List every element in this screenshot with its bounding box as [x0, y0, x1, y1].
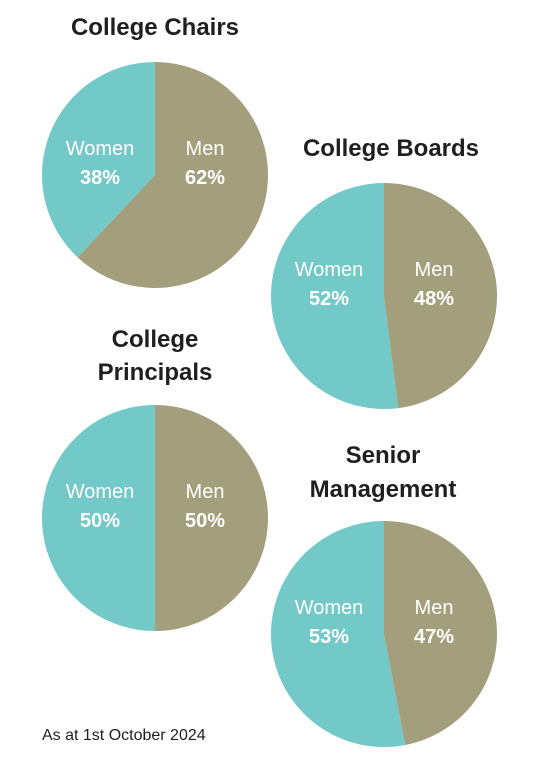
slice-label-men: Men [415, 259, 454, 281]
pie-chart-4: Senior Management Women 53% Men 47% [271, 442, 498, 748]
pie-slice-women [42, 62, 155, 258]
chart-title: College [112, 326, 199, 353]
slice-value-women: 52% [309, 288, 349, 310]
pie-slice-men [384, 183, 498, 409]
slice-label-women: Women [295, 259, 364, 281]
slice-value-men: 48% [414, 288, 454, 310]
pie-chart-2: College Boards Women 52% Men 48% [271, 135, 498, 409]
chart-title: Senior [346, 442, 421, 469]
slice-label-men: Men [415, 597, 454, 619]
slice-value-men: 50% [185, 510, 225, 532]
pie-chart-3: College Principals Women 50% Men 50% [42, 326, 268, 631]
pie-slice-women [271, 183, 399, 409]
pie-slice-women [271, 521, 406, 748]
pie-chart-1: College Chairs Women 38% Men 62% [42, 14, 269, 288]
slice-label-men: Men [186, 138, 225, 160]
slice-label-women: Women [66, 138, 135, 160]
pie-slice-men [77, 62, 269, 288]
slice-label-men: Men [186, 481, 225, 503]
slice-value-women: 50% [80, 510, 120, 532]
slice-value-women: 53% [309, 626, 349, 648]
chart-title: Management [310, 476, 457, 503]
chart-title: College Boards [303, 135, 479, 162]
pie-slice-men [155, 405, 268, 631]
slice-label-women: Women [295, 597, 364, 619]
footnote: As at 1st October 2024 [42, 727, 206, 744]
chart-title: Principals [98, 359, 213, 386]
slice-value-men: 47% [414, 626, 454, 648]
pie-slice-women [42, 405, 155, 631]
slice-label-women: Women [66, 481, 135, 503]
slice-value-women: 38% [80, 167, 120, 189]
chart-title: College Chairs [71, 14, 239, 41]
pie-slice-men [384, 520, 498, 745]
slice-value-men: 62% [185, 167, 225, 189]
